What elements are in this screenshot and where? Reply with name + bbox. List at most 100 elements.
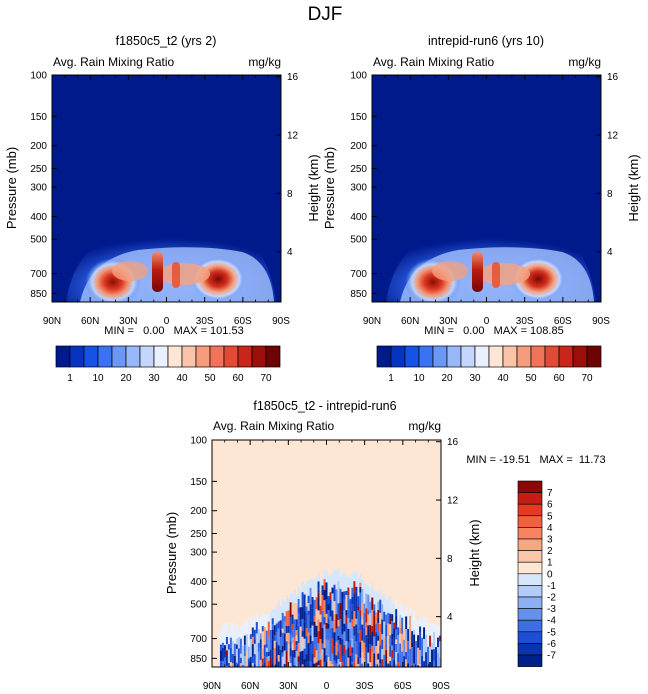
diff-cell xyxy=(351,662,354,667)
diff-cell xyxy=(267,661,271,667)
y-tick-label: 150 xyxy=(350,112,367,123)
colorbar-label: 20 xyxy=(120,373,132,384)
diff-cell xyxy=(267,637,271,652)
diff-cell xyxy=(431,642,434,650)
diff-cell xyxy=(251,644,255,657)
diff-cell xyxy=(227,649,231,664)
colorbar-swatch xyxy=(83,345,99,368)
diff-cell xyxy=(235,638,239,645)
diff-cell xyxy=(245,651,249,666)
colorbar-label: -4 xyxy=(547,616,556,627)
diff-cell xyxy=(221,642,225,648)
diff-cell xyxy=(249,663,253,667)
diff-cell xyxy=(337,581,340,596)
diff-cell xyxy=(327,639,330,658)
colorbar-label: 2 xyxy=(547,546,553,557)
diff-cell xyxy=(297,599,300,608)
diff-cell xyxy=(321,585,324,596)
diff-cell xyxy=(225,650,229,656)
diff-cell xyxy=(299,607,302,621)
diff-cell xyxy=(343,631,346,646)
diff-cell xyxy=(379,663,382,667)
colorbar-label: 70 xyxy=(260,373,272,384)
diff-cell xyxy=(377,635,380,641)
diff-cell xyxy=(353,611,356,627)
diff-cell xyxy=(347,641,350,648)
diff-cell xyxy=(319,614,322,623)
diff-cell xyxy=(263,656,267,663)
diff-cell xyxy=(341,627,344,635)
diff-cell xyxy=(405,659,408,667)
diff-cell xyxy=(339,644,342,663)
diff-cell xyxy=(297,625,300,644)
y-tick-label: 300 xyxy=(350,183,367,194)
diff-cell xyxy=(345,641,348,650)
diff-cell xyxy=(289,647,292,657)
diff-cell xyxy=(219,661,223,667)
diff-cell xyxy=(285,650,288,667)
diff-cell xyxy=(417,635,420,648)
diff-cell xyxy=(225,636,229,645)
diff-cell xyxy=(341,634,344,640)
y-tick-label: 850 xyxy=(190,654,207,665)
diff-cell xyxy=(335,628,338,642)
diff-cell xyxy=(253,643,257,655)
x-tick-label: 30N xyxy=(439,316,457,327)
diff-cell xyxy=(347,595,350,610)
diff-cell xyxy=(309,644,312,662)
diff-cell xyxy=(263,644,267,657)
x-tick-label: 90S xyxy=(272,316,290,327)
colorbar-swatch xyxy=(139,345,155,368)
colorbar-swatch xyxy=(432,345,448,368)
colorbar-label: 3 xyxy=(547,535,553,546)
diff-cell xyxy=(339,619,342,632)
diff-cell xyxy=(353,581,356,594)
diff-cell xyxy=(359,657,362,667)
diff-cell xyxy=(415,641,418,658)
y-tick-label: 400 xyxy=(350,212,367,223)
diff-cell xyxy=(297,607,300,614)
diff-cell xyxy=(357,606,360,611)
diff-cell xyxy=(395,629,398,640)
diff-cell xyxy=(395,609,398,616)
diff-cell xyxy=(419,664,422,667)
diff-cell xyxy=(419,650,422,665)
diff-cell xyxy=(313,657,316,664)
y-tick-labels: 100 150 200 250 300 400 500 700 850 xyxy=(190,436,217,665)
diff-cell xyxy=(245,665,249,667)
diff-cell xyxy=(247,646,251,659)
colorbar-swatch xyxy=(237,345,253,368)
diff-cell xyxy=(319,659,322,667)
column-secondary xyxy=(172,262,180,288)
diff-cell xyxy=(285,633,288,642)
diff-cell xyxy=(383,611,386,622)
colorbar-swatch xyxy=(517,585,543,598)
diff-cell xyxy=(395,615,398,626)
diff-cell xyxy=(365,622,368,628)
diff-cell xyxy=(289,627,292,634)
panel-control-plot xyxy=(52,75,281,302)
diff-cell xyxy=(309,628,312,636)
colorbar-swatch xyxy=(404,345,420,368)
diff-cell xyxy=(317,619,320,632)
diff-cell xyxy=(315,637,318,651)
diff-cell xyxy=(335,602,338,615)
colorbar-label: 40 xyxy=(497,373,509,384)
diff-cell xyxy=(361,652,364,664)
diff-cell xyxy=(293,665,296,667)
diff-cell xyxy=(433,632,436,650)
diff-cell xyxy=(305,601,308,607)
diff-cell xyxy=(325,599,328,614)
y-tick-label: 700 xyxy=(30,269,47,280)
diff-cell xyxy=(347,587,350,596)
diff-cell xyxy=(383,661,386,667)
diff-cell xyxy=(379,599,382,613)
colorbar-swatch xyxy=(125,345,141,368)
diff-cell xyxy=(287,625,290,633)
diff-cell xyxy=(357,645,360,657)
panel-test-title: intrepid-run6 (yrs 10) xyxy=(428,34,544,48)
diff-cell xyxy=(395,664,398,667)
diff-cell xyxy=(339,588,342,603)
diff-cell xyxy=(291,602,294,615)
diff-cell xyxy=(351,639,354,648)
